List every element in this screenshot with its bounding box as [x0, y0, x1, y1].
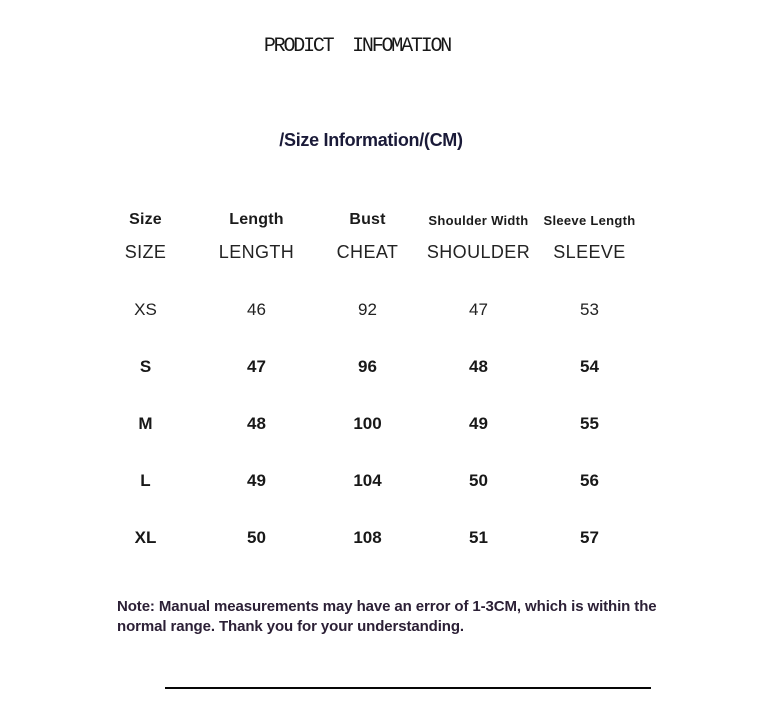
table-row-l: L 49 104 50 56 [90, 452, 645, 509]
column-header-shoulder-width: Shoulder Width [428, 212, 529, 228]
table-cell: 47 [247, 356, 266, 376]
table-cell: 47 [469, 299, 488, 319]
table-spacer [90, 270, 645, 281]
table-cell: L [140, 470, 151, 490]
table-cell: S [139, 356, 152, 376]
table-cell: 49 [469, 413, 488, 433]
column-subheader-size: SIZE [124, 242, 167, 262]
table-row-xs: XS 46 92 47 53 [90, 281, 645, 338]
size-table: Size Length Bust Shoulder Width Sleeve L… [90, 205, 645, 566]
table-cell: 51 [469, 527, 488, 547]
table-cell: 46 [247, 299, 266, 319]
column-header-size: Size [129, 211, 162, 228]
table-cell: 57 [580, 527, 599, 547]
table-row-xl: XL 50 108 51 57 [90, 509, 645, 566]
table-cell: 55 [580, 413, 599, 433]
page-title: PRODICT INFOMATION [263, 35, 452, 58]
column-subheader-shoulder: SHOULDER [426, 242, 531, 262]
table-cell: M [138, 413, 153, 433]
column-subheader-length: LENGTH [218, 242, 295, 262]
column-subheader-sleeve: SLEEVE [553, 242, 626, 262]
table-cell: 56 [580, 470, 599, 490]
bottom-divider-line [165, 687, 651, 689]
table-cell: 92 [358, 299, 377, 319]
table-header-row-primary: Size Length Bust Shoulder Width Sleeve L… [90, 205, 645, 235]
table-cell: 48 [247, 413, 266, 433]
size-information-heading: /Size Information/(CM) [279, 130, 463, 150]
table-cell: XS [134, 299, 157, 319]
table-cell: 49 [247, 470, 266, 490]
column-header-sleeve-length: Sleeve Length [543, 212, 636, 228]
table-row-m: M 48 100 49 55 [90, 395, 645, 452]
measurement-note: Note: Manual measurements may have an er… [117, 598, 657, 635]
table-cell: 50 [469, 470, 488, 490]
table-cell: 104 [353, 470, 382, 490]
table-cell: 108 [353, 527, 382, 547]
table-cell: 54 [580, 356, 599, 376]
table-cell: 96 [358, 356, 377, 376]
table-cell: XL [134, 527, 157, 547]
table-cell: 53 [580, 299, 599, 319]
table-cell: 50 [247, 527, 266, 547]
table-cell: 48 [469, 356, 488, 376]
table-header-row-secondary: SIZE LENGTH CHEAT SHOULDER SLEEVE [90, 235, 645, 270]
column-header-bust: Bust [349, 211, 386, 228]
table-row-s: S 47 96 48 54 [90, 338, 645, 395]
table-cell: 100 [353, 413, 382, 433]
column-header-length: Length [229, 211, 284, 228]
column-subheader-bust: CHEAT [336, 242, 399, 262]
